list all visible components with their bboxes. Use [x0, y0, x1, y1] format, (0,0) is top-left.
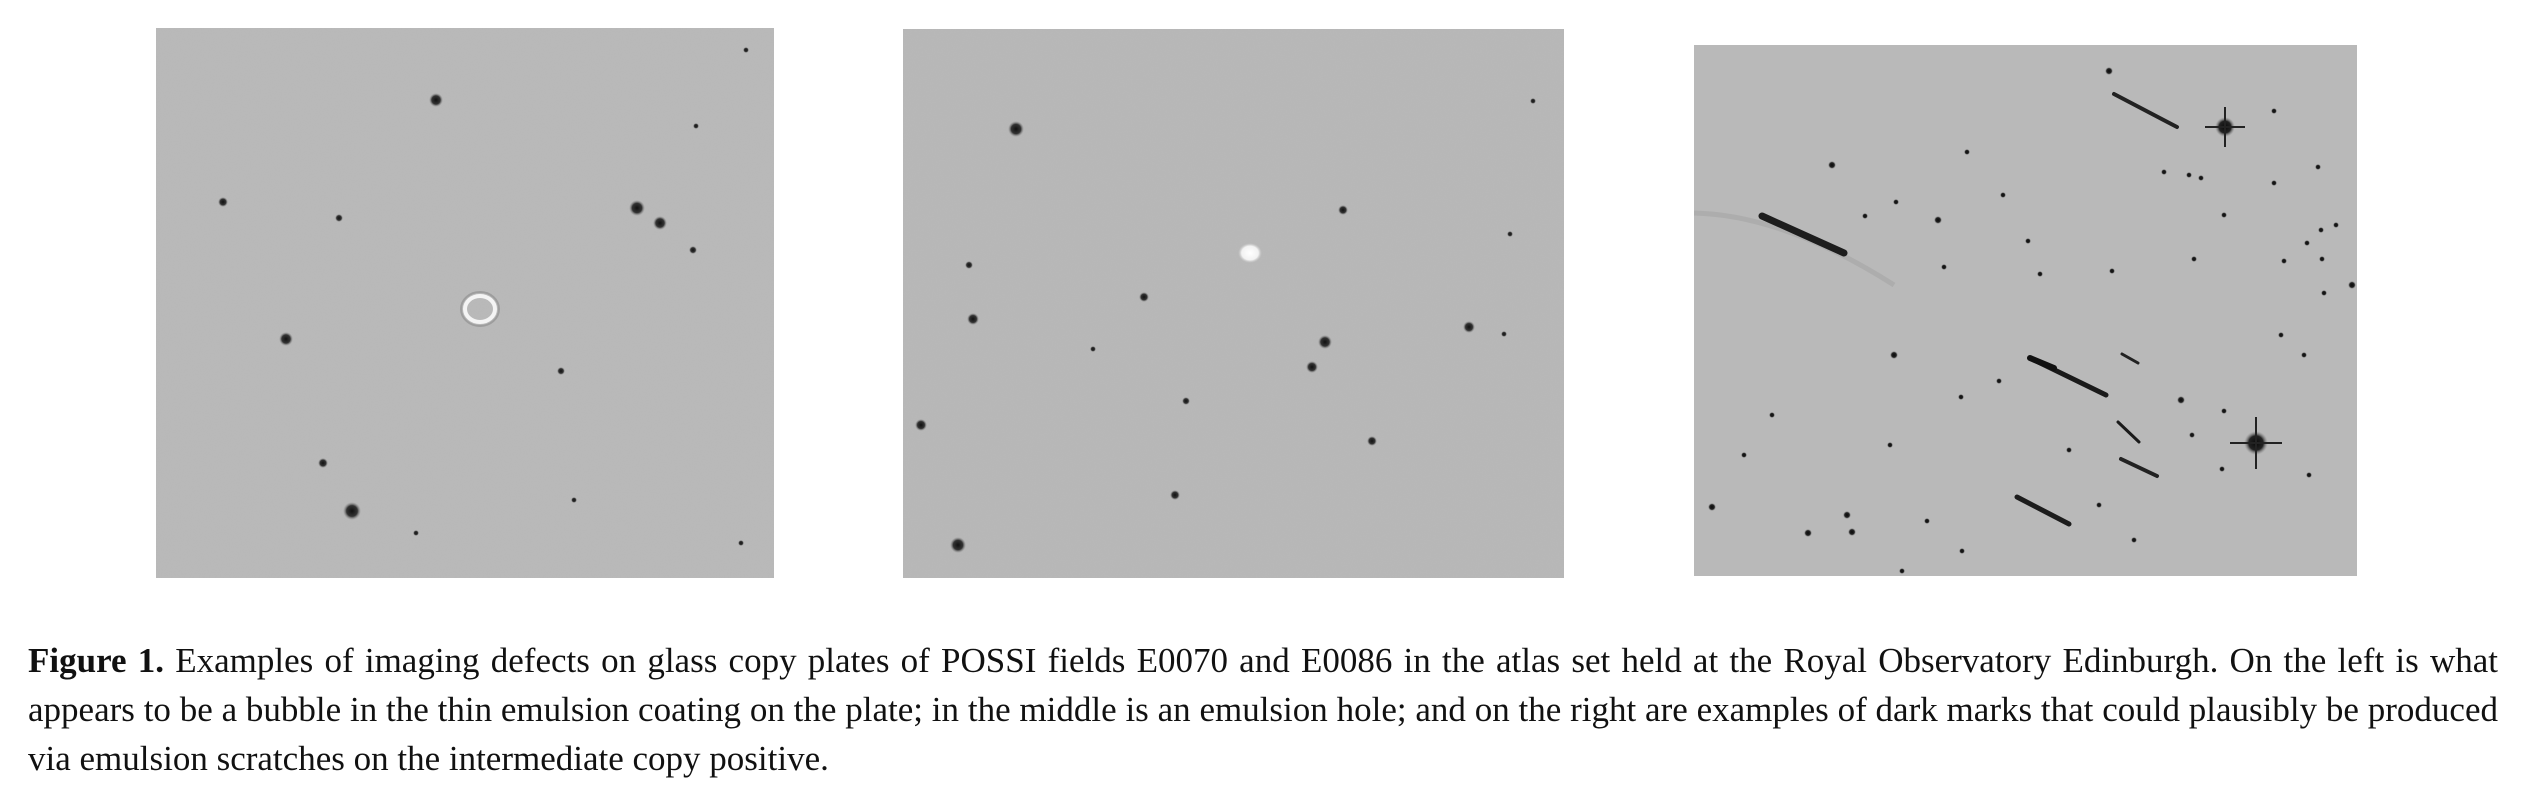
plate-image-emulsion-hole-graphic: [903, 29, 1564, 578]
plate-image-bubble: [156, 28, 774, 578]
plate-image-scratch-marks-graphic: [1694, 45, 2357, 576]
figure-caption-label: Figure 1.: [28, 641, 164, 680]
plate-image-bubble-graphic: [156, 28, 774, 578]
plate-image-scratch-marks: [1694, 45, 2357, 576]
bright-star-top: [2205, 107, 2245, 147]
plate-image-emulsion-hole: [903, 29, 1564, 578]
figure-caption: Figure 1. Examples of imaging defects on…: [28, 636, 2498, 783]
bright-star-bottom: [2230, 417, 2282, 469]
figure-caption-text: Examples of imaging defects on glass cop…: [28, 641, 2498, 778]
